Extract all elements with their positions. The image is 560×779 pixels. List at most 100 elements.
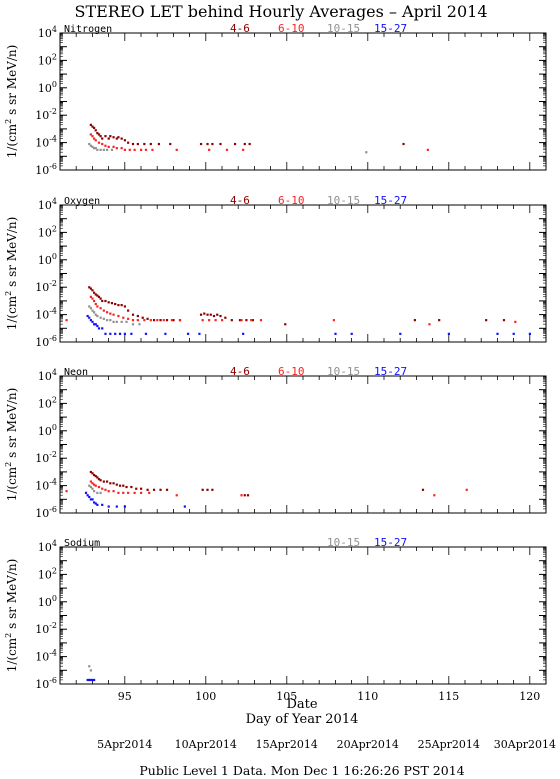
data-point: [93, 501, 96, 504]
data-point: [242, 148, 245, 151]
data-point: [91, 487, 94, 490]
data-point: [88, 484, 91, 487]
data-point: [120, 147, 123, 150]
data-point: [114, 302, 117, 306]
y-tick-label: 104: [38, 25, 57, 40]
data-point: [131, 323, 135, 326]
legend-entry-15-27: 15-27: [374, 536, 407, 549]
data-point: [140, 148, 143, 151]
data-point: [109, 482, 112, 485]
legend-entry-15-27: 15-27: [374, 194, 407, 207]
data-point: [101, 487, 104, 490]
data-point: [101, 299, 104, 303]
y-tick-label: 10-2: [35, 621, 57, 636]
series-15-27: [86, 678, 96, 682]
data-point: [94, 323, 97, 326]
legend-entry-15-27: 15-27: [374, 22, 407, 35]
data-point: [107, 301, 110, 304]
data-point: [107, 505, 110, 508]
data-point: [117, 491, 120, 494]
data-point: [96, 314, 99, 318]
data-point: [89, 319, 92, 322]
data-point: [201, 488, 204, 491]
data-point: [112, 313, 115, 316]
series-4-6: [89, 470, 425, 497]
data-point: [183, 505, 186, 508]
x-axis-label: Day of Year 2014: [246, 712, 359, 727]
data-point: [334, 332, 337, 335]
data-point: [93, 299, 96, 303]
data-point: [242, 332, 245, 335]
data-point: [93, 678, 96, 682]
data-point: [125, 485, 128, 489]
data-point: [219, 314, 222, 318]
date-label: 5Apr2014: [97, 738, 152, 751]
chart-title: STEREO LET behind Hourly Averages – Apri…: [74, 2, 487, 21]
data-point: [91, 145, 94, 148]
data-point: [162, 319, 165, 322]
data-point: [225, 148, 229, 151]
data-point: [91, 472, 94, 475]
data-point: [514, 320, 517, 323]
data-point: [94, 129, 97, 132]
data-point: [102, 317, 105, 320]
data-point: [93, 483, 96, 486]
data-point: [211, 488, 214, 491]
y-tick-label: 100: [38, 80, 57, 95]
data-point: [65, 319, 68, 322]
data-point: [206, 488, 209, 491]
x-axis-date-label: Date: [286, 697, 317, 712]
data-point: [127, 309, 130, 312]
data-point: [96, 324, 99, 328]
data-point: [208, 148, 211, 151]
data-point: [94, 139, 97, 142]
data-point: [128, 148, 131, 151]
data-point: [96, 132, 99, 135]
data-point: [94, 313, 97, 316]
y-axis-label: 1/(cm2 s sr MeV/n): [4, 388, 19, 502]
series-6-10: [65, 480, 468, 497]
data-point: [120, 137, 123, 140]
data-point: [104, 144, 107, 147]
data-point: [146, 317, 149, 320]
series-6-10: [89, 133, 429, 151]
data-point: [102, 309, 105, 312]
series-10-15: [88, 142, 368, 154]
legend-entry-10-15: 10-15: [327, 22, 360, 35]
data-point: [122, 484, 125, 487]
series-4-6: [89, 123, 405, 146]
data-point: [91, 297, 94, 300]
data-point: [99, 135, 102, 138]
data-point: [208, 319, 211, 322]
data-point: [127, 491, 130, 494]
data-point: [93, 323, 96, 326]
data-point: [233, 142, 237, 146]
data-point: [115, 147, 118, 150]
data-point: [219, 142, 222, 146]
y-tick-label: 100: [38, 594, 57, 609]
data-point: [107, 137, 110, 140]
y-tick-label: 10-6: [35, 505, 57, 520]
data-point: [89, 678, 92, 682]
data-point: [118, 484, 122, 487]
data-point: [186, 332, 190, 335]
data-point: [91, 320, 94, 323]
data-point: [112, 482, 115, 485]
data-point: [122, 316, 125, 319]
data-point: [216, 313, 219, 316]
data-point: [170, 319, 173, 322]
data-point: [152, 319, 156, 322]
data-point: [146, 488, 149, 491]
data-point: [125, 320, 128, 323]
data-point: [502, 319, 506, 322]
plot-frame: [59, 375, 547, 514]
panel-title: Neon: [64, 367, 88, 378]
data-point: [86, 678, 89, 682]
data-point: [112, 145, 115, 148]
y-tick-label: 10-6: [35, 334, 57, 349]
data-point: [105, 148, 109, 151]
data-point: [224, 316, 227, 319]
data-point: [130, 332, 133, 335]
data-point: [96, 294, 99, 297]
data-point: [159, 319, 162, 322]
